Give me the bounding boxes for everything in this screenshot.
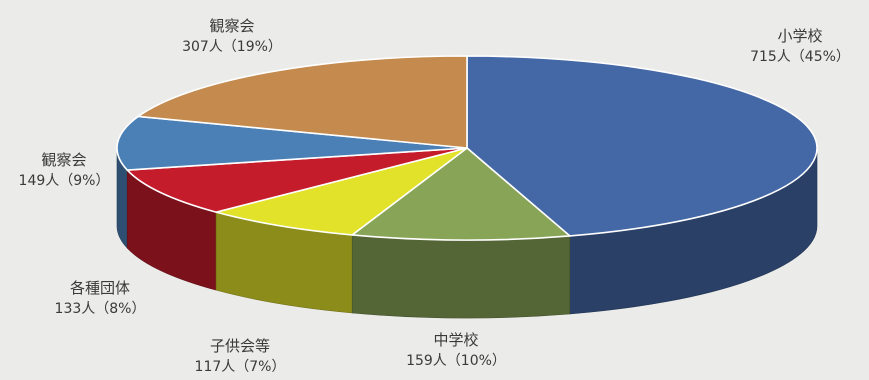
slice-label-1: 中学校 159人（10%）: [406, 330, 506, 372]
pie-slice-0: [466, 55, 818, 237]
slice-value-0: 715人（45%）: [750, 49, 850, 65]
slice-label-4: 観察会 149人（9%）: [19, 150, 110, 192]
slice-name-3: 各種団体: [69, 279, 130, 297]
slice-value-5: 307人（19%）: [182, 39, 282, 55]
pie-side-1-4: [351, 234, 571, 319]
pie-slice-5: [137, 55, 468, 149]
slice-name-5: 観察会: [209, 17, 255, 35]
pie-slice-1: [351, 147, 571, 241]
slice-name-0: 小学校: [777, 27, 823, 45]
slice-name-2: 子供会等: [209, 337, 270, 355]
slice-value-3: 133人（8%）: [54, 301, 146, 317]
slice-value-1: 159人（10%）: [406, 353, 506, 369]
slice-name-1: 中学校: [433, 331, 479, 349]
slice-value-2: 117人（7%）: [194, 359, 286, 375]
slice-value-4: 149人（9%）: [18, 173, 110, 189]
slice-label-2: 子供会等 117人（7%）: [195, 336, 286, 378]
slice-name-4: 観察会: [41, 151, 87, 169]
slice-label-0: 小学校 715人（45%）: [750, 26, 850, 68]
pie-slice-4: [116, 115, 468, 171]
slice-label-3: 各種団体 133人（8%）: [55, 278, 146, 320]
slice-label-5: 観察会 307人（19%）: [182, 16, 282, 58]
pie-slice-2: [215, 147, 468, 236]
pie-slice-3: [126, 147, 468, 213]
